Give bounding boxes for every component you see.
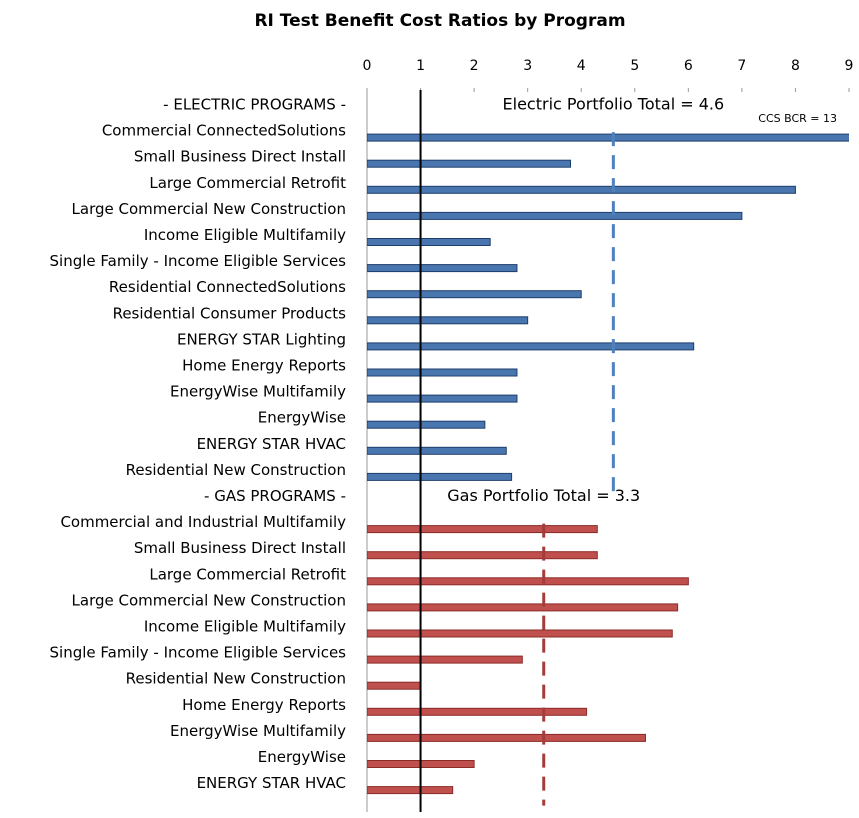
category-label: Income Eligible Multifamily: [144, 618, 346, 636]
category-label: Residential New Construction: [126, 670, 346, 688]
bar: [367, 786, 454, 795]
category-label: EnergyWise: [258, 409, 346, 427]
bar: [367, 603, 679, 612]
reference-label: Gas Portfolio Total = 3.3: [447, 486, 640, 505]
category-label: ENERGY STAR Lighting: [177, 330, 346, 348]
category-label: EnergyWise Multifamily: [170, 383, 346, 401]
bar: [367, 342, 695, 351]
category-label: Single Family - Income Eligible Services: [50, 644, 347, 662]
bar: [367, 159, 572, 168]
category-label: Large Commercial New Construction: [72, 200, 346, 218]
bar: [367, 629, 673, 638]
category-label: Residential Consumer Products: [113, 304, 347, 322]
category-label: Home Energy Reports: [182, 357, 346, 375]
value-label: CCS BCR = 13: [758, 112, 837, 125]
category-label: ENERGY STAR HVAC: [197, 435, 346, 453]
category-label: - GAS PROGRAMS -: [204, 487, 346, 505]
x-tick-label: 0: [363, 58, 372, 74]
x-tick-label: 5: [630, 58, 639, 74]
x-tick-label: 7: [737, 58, 746, 74]
x-tick-label: 1: [416, 58, 425, 74]
bar: [367, 472, 513, 481]
x-tick-label: 2: [470, 58, 479, 74]
bar: [367, 316, 529, 325]
reference-label: Electric Portfolio Total = 4.6: [503, 95, 725, 114]
bar: [367, 577, 689, 586]
bar: [367, 733, 646, 742]
bar: [367, 394, 518, 403]
category-label: Single Family - Income Eligible Services: [50, 252, 347, 270]
x-tick-label: 6: [684, 58, 693, 74]
category-label: ENERGY STAR HVAC: [197, 774, 346, 792]
category-label: Commercial and Industrial Multifamily: [60, 513, 346, 531]
bar: [367, 185, 796, 194]
category-label: Income Eligible Multifamily: [144, 226, 346, 244]
category-label: Home Energy Reports: [182, 696, 346, 714]
category-label: Residential ConnectedSolutions: [109, 278, 346, 296]
category-label: Large Commercial Retrofit: [149, 174, 346, 192]
bar: [367, 211, 743, 220]
x-tick-label: 9: [845, 58, 854, 74]
bar: [367, 655, 523, 664]
bar: [367, 551, 598, 560]
bar: [367, 525, 598, 534]
chart-title: RI Test Benefit Cost Ratios by Program: [254, 11, 625, 31]
bar: [367, 238, 491, 246]
category-label: Residential New Construction: [126, 461, 346, 479]
bar: [367, 133, 849, 142]
category-label: Commercial ConnectedSolutions: [102, 122, 346, 140]
x-tick-label: 4: [577, 58, 586, 74]
bar: [367, 420, 486, 429]
x-tick-label: 3: [523, 58, 532, 74]
bar: [367, 290, 582, 299]
bar: [367, 707, 588, 716]
plot-area: [367, 133, 849, 795]
category-label: EnergyWise: [258, 748, 346, 766]
bar: [367, 368, 518, 377]
category-label: Large Commercial New Construction: [72, 591, 346, 609]
category-label: Small Business Direct Install: [134, 539, 346, 557]
bar: [367, 264, 518, 273]
category-label: Small Business Direct Install: [134, 148, 346, 166]
category-label: - ELECTRIC PROGRAMS -: [163, 96, 346, 114]
category-label: EnergyWise Multifamily: [170, 722, 346, 740]
bar: [367, 446, 507, 455]
x-tick-label: 8: [791, 58, 800, 74]
bar: [367, 681, 422, 690]
category-label: Large Commercial Retrofit: [149, 565, 346, 583]
